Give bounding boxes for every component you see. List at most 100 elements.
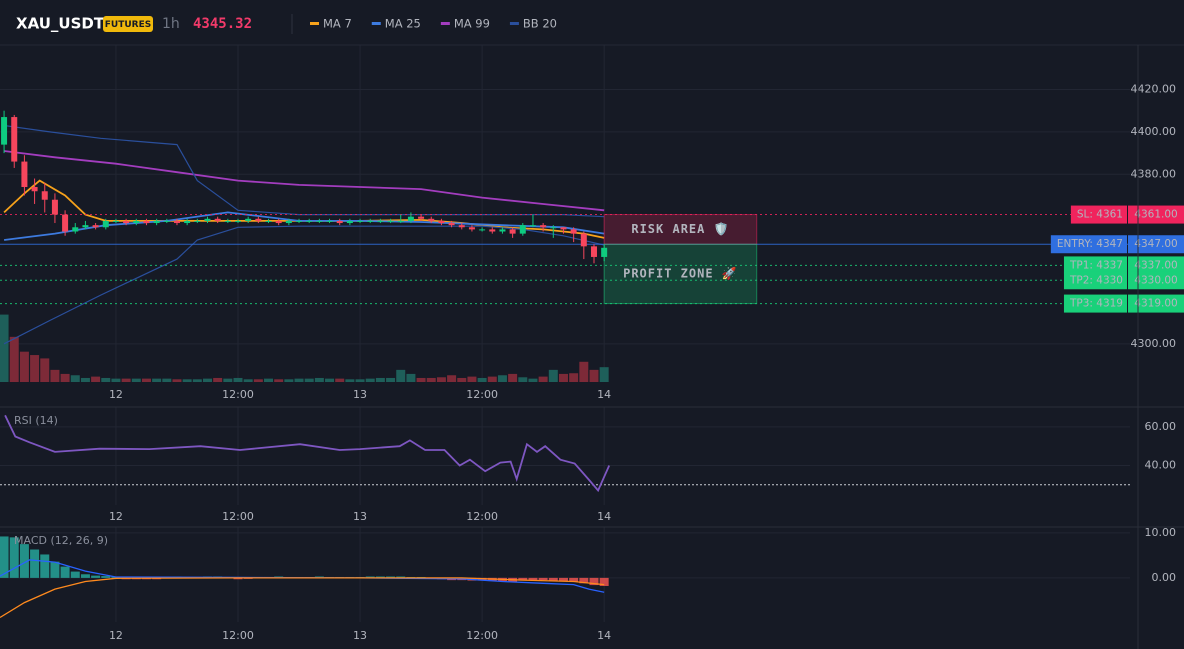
y-tick-label: 40.00	[1145, 458, 1177, 471]
badge-text: FUTURES	[105, 20, 151, 30]
badge	[103, 16, 153, 32]
candle-body	[173, 220, 180, 224]
histogram-bar	[101, 576, 111, 578]
level-price: 4330.00	[1134, 274, 1177, 286]
level-price: 4361.00	[1134, 209, 1177, 221]
candle-body	[326, 220, 333, 222]
x-tick-label: 14	[597, 629, 611, 642]
candle-body	[580, 233, 587, 247]
candle-body	[92, 225, 99, 228]
volume-bar	[599, 367, 609, 382]
volume-bar	[192, 379, 202, 382]
level-name-box	[1063, 256, 1127, 275]
candle-body	[418, 216, 425, 219]
legend-swatch	[310, 22, 319, 25]
legend-label: MA 25	[385, 17, 421, 31]
level-price-box	[1128, 294, 1184, 313]
ma-line	[3, 150, 605, 212]
candle-body	[102, 220, 109, 228]
candle-body	[448, 223, 455, 226]
legend-swatch	[509, 22, 519, 25]
candle-body	[224, 220, 231, 222]
candle-body	[306, 220, 313, 222]
histogram-bar	[233, 577, 243, 580]
zone-label: RISK AREA 🛡️	[631, 222, 729, 236]
level-price-box	[1128, 271, 1184, 290]
histogram-bar	[19, 544, 29, 578]
candle-body	[133, 220, 140, 224]
volume-bar	[131, 378, 141, 382]
macd-line	[0, 577, 605, 619]
volume-bar	[284, 379, 294, 382]
volume-bar	[172, 379, 182, 382]
candle-body	[62, 214, 69, 232]
candle-body	[153, 220, 160, 224]
histogram-bar	[60, 566, 70, 578]
level-price-box	[1128, 235, 1184, 254]
level-name-box	[1070, 205, 1127, 224]
volume-bar	[467, 376, 477, 382]
volume-bar	[365, 378, 375, 382]
x-tick-label: 12:00	[466, 388, 498, 401]
histogram-bar	[589, 577, 599, 586]
symbol: XAU_USDT	[16, 15, 105, 33]
candle-body	[11, 117, 18, 162]
volume-bar	[355, 379, 365, 382]
candle-body	[550, 227, 557, 229]
volume-bar	[508, 373, 518, 382]
volume-bar	[19, 351, 29, 382]
level-price: 4337.00	[1134, 259, 1177, 271]
volume-bar	[121, 378, 131, 382]
volume-bar	[375, 377, 385, 382]
volume-bar	[91, 376, 101, 382]
legend-swatch	[371, 22, 381, 25]
volume-bar	[569, 373, 579, 382]
x-tick-label: 14	[597, 388, 611, 401]
plot-layers: 12 12:00 13 12:00 14 4300.00 4380.00 4400.00 442…	[0, 45, 1184, 642]
histogram-bar	[548, 577, 558, 581]
x-tick-label: 14	[597, 510, 611, 523]
level-name: TP2: 4330	[1069, 274, 1123, 286]
volume-bar	[416, 377, 426, 382]
histogram-bar	[40, 554, 50, 578]
volume-bar	[396, 369, 406, 382]
x-tick-label: 12	[109, 388, 123, 401]
level-name: SL: 4361	[1077, 209, 1123, 221]
band-line	[4, 124, 605, 218]
candle-body	[184, 220, 191, 224]
candle-body	[377, 220, 384, 222]
x-tick-label: 12:00	[222, 629, 254, 642]
volume-bar	[345, 379, 355, 382]
histogram-bar	[9, 537, 19, 578]
volume-bar	[243, 379, 253, 382]
legend-label: MA 7	[323, 17, 352, 31]
zone	[603, 214, 758, 245]
volume-bar	[406, 373, 416, 382]
candle-body	[275, 220, 282, 224]
histogram-bar	[538, 577, 548, 581]
legend-label: MA 99	[454, 17, 490, 31]
candle-body	[194, 220, 201, 222]
candle-body	[245, 218, 252, 221]
volume-bar	[9, 336, 19, 382]
volume-bar	[30, 355, 40, 382]
histogram-bar	[599, 577, 609, 586]
pane-title: RSI (14)	[14, 414, 58, 427]
histogram-bar	[80, 574, 90, 578]
histogram-bar	[91, 575, 101, 578]
y-tick-label: 4380.00	[1131, 167, 1177, 180]
interval: 1h	[162, 16, 180, 32]
volume-bar	[141, 378, 151, 382]
candle-body	[296, 220, 303, 222]
volume-bar	[152, 378, 162, 382]
histogram-bar	[70, 571, 80, 578]
volume-bar	[294, 378, 304, 382]
volume-bar	[528, 378, 538, 382]
volume-bar	[518, 377, 528, 382]
volume-bar	[70, 375, 80, 382]
level-price-box	[1128, 205, 1184, 224]
volume-bar	[497, 375, 507, 382]
pane-title: MACD (12, 26, 9)	[14, 534, 108, 547]
